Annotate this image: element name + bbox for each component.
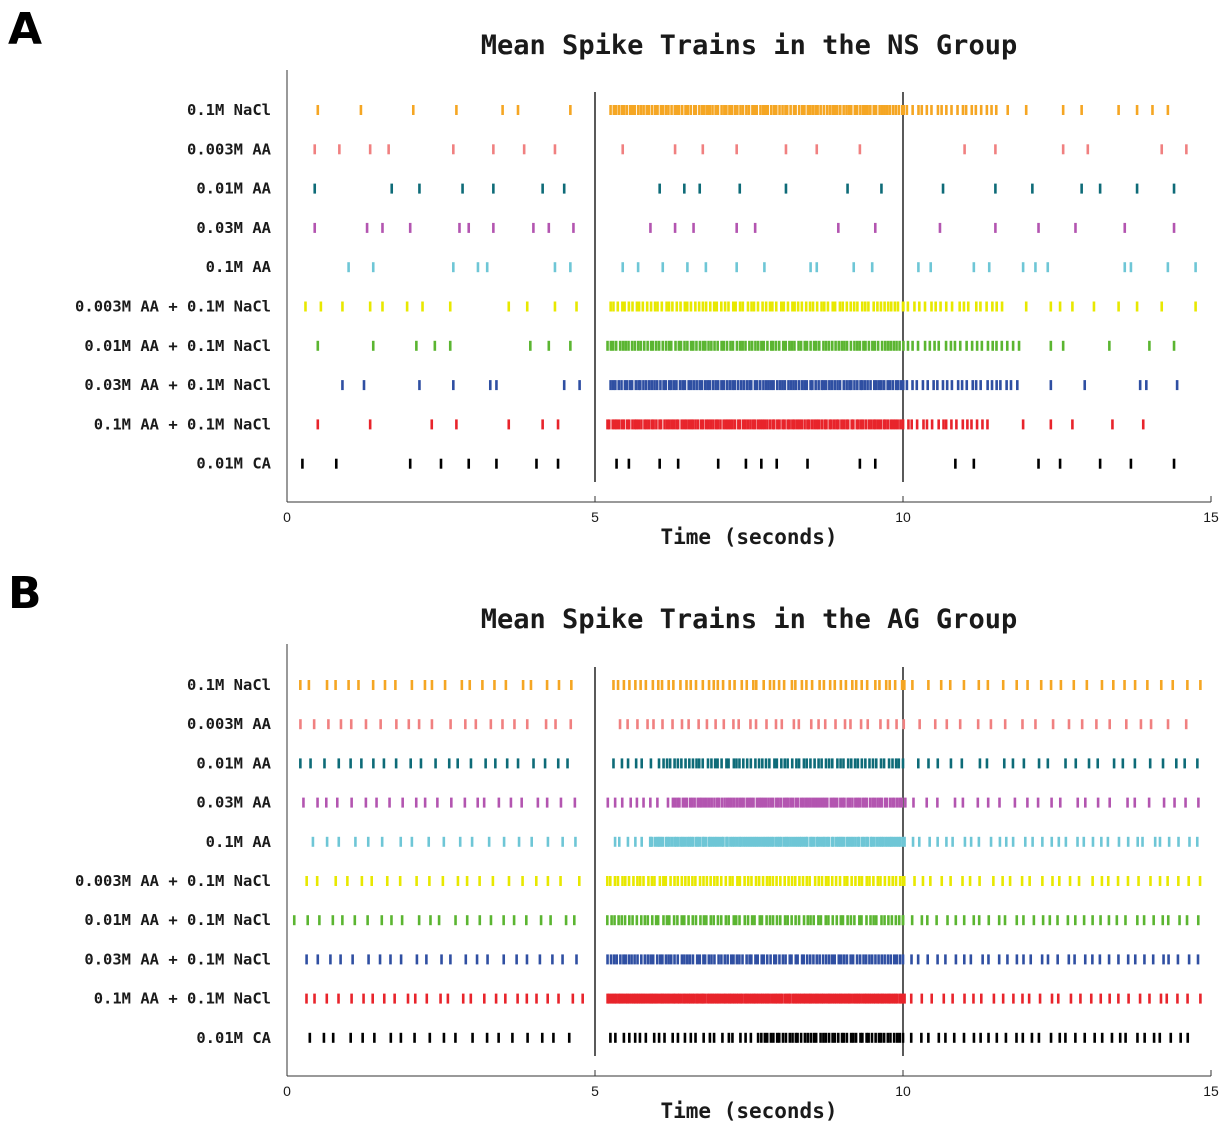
chart-title: Mean Spike Trains in the AG Group [481,604,1017,635]
x-tick-label: 15 [1203,1083,1219,1099]
row-label: 0.01M AA + 0.1M NaCl [84,911,271,929]
spike-row [299,719,1188,730]
row-label: 0.03M AA [196,219,271,237]
spike-row [347,262,1197,273]
x-tick-label: 10 [895,1083,911,1099]
spike-row [299,680,1202,690]
spike-row [313,144,1188,155]
spike-row [304,301,1197,312]
row-label: 0.1M AA + 0.1M NaCl [94,415,271,433]
spike-row [313,183,1176,194]
spike-row [305,954,1200,965]
panel-letter: A [8,4,42,55]
row-label: 0.03M AA + 0.1M NaCl [84,950,271,968]
row-label: 0.01M CA [196,1029,271,1047]
row-label: 0.003M AA [187,140,272,158]
panel-b-chart: B Mean Spike Trains in the AG Group 0 5 10 15… [8,568,1219,1123]
row-label: 0.003M AA + 0.1M NaCl [75,872,271,890]
spike-row [316,419,1145,430]
spike-row [316,105,1170,115]
panel-a-chart: A Mean Spike Trains in the NS Group 0 5 10 15… [8,4,1219,549]
spike-row [301,458,1176,469]
panel-letter: B [8,568,42,619]
row-label: 0.01M AA [196,180,271,198]
spike-row [308,1032,1190,1043]
spike-row [299,758,1199,769]
row-label: 0.03M AA + 0.1M NaCl [84,376,271,394]
spike-row [313,222,1176,233]
spike-row [305,876,1202,886]
row-label: 0.01M AA [196,754,271,772]
x-axis-title: Time (seconds) [660,1099,837,1123]
row-label: 0.1M AA [206,833,272,851]
spike-row [311,836,1199,847]
row-label: 0.1M AA + 0.1M NaCl [94,990,271,1008]
x-tick-label: 10 [895,509,911,525]
spike-row [292,915,1200,926]
spike-row [341,380,1179,391]
spike-row [302,797,1200,808]
spike-row [316,340,1176,351]
x-tick-label: 5 [591,1083,599,1099]
x-axis-title: Time (seconds) [660,525,837,549]
x-tick-label: 0 [283,509,291,525]
x-tick-label: 15 [1203,509,1219,525]
row-label: 0.01M CA [196,455,271,473]
row-label: 0.1M NaCl [187,101,271,119]
x-tick-label: 0 [283,1083,291,1099]
row-label: 0.1M AA [206,258,272,276]
row-label: 0.003M AA + 0.1M NaCl [75,298,271,316]
x-tick-label: 5 [591,509,599,525]
chart-title: Mean Spike Trains in the NS Group [481,30,1017,61]
row-label: 0.01M AA + 0.1M NaCl [84,337,271,355]
row-label: 0.1M NaCl [187,676,271,694]
row-label: 0.003M AA [187,715,272,733]
spike-row [305,993,1202,1004]
row-label: 0.03M AA [196,794,271,812]
